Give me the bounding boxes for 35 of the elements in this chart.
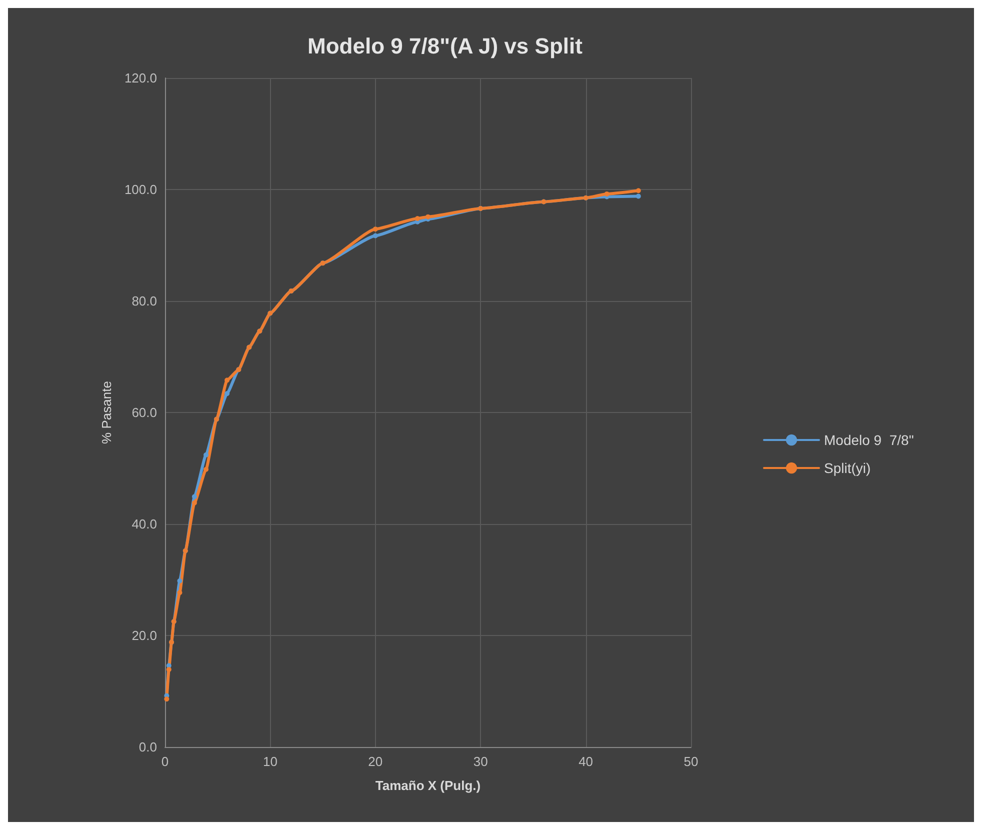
point	[604, 191, 610, 196]
point	[636, 188, 641, 194]
point	[166, 667, 172, 672]
y-tick-label: 60.0	[132, 405, 157, 420]
point	[372, 233, 378, 238]
chart-title: Modelo 9 7/8"(A J) vs Split	[308, 34, 584, 58]
x-axis-title: Tamaño X (Pulg.)	[375, 778, 481, 793]
y-tick-label: 20.0	[132, 628, 157, 643]
point	[177, 578, 182, 584]
point	[177, 590, 182, 596]
y-tick-label: 80.0	[132, 294, 157, 308]
point	[426, 214, 430, 220]
y-tick-label: 0.0	[138, 740, 157, 754]
x-tick-label: 10	[262, 754, 278, 769]
point	[636, 194, 641, 199]
legend-label: Split(yi)	[824, 460, 871, 476]
x-tick-label: 0	[161, 754, 169, 769]
point	[192, 500, 197, 506]
point	[164, 696, 170, 702]
x-tick-label: 20	[368, 754, 383, 769]
y-tick-label: 120.0	[124, 70, 157, 86]
x-tick-label: 50	[684, 754, 698, 769]
y-tick-label: 40.0	[132, 516, 157, 532]
x-tick-label: 40	[578, 754, 594, 769]
y-tick-label: 100.0	[124, 182, 157, 197]
point	[204, 452, 209, 458]
point	[204, 466, 209, 472]
legend-label: Modelo 9 7/8"	[824, 432, 914, 448]
point	[192, 494, 197, 500]
point	[224, 391, 230, 396]
point	[414, 216, 420, 221]
y-axis-title: % Pasante	[99, 381, 114, 444]
x-tick-label: 30	[473, 754, 488, 769]
point	[372, 226, 378, 232]
point	[224, 378, 230, 383]
